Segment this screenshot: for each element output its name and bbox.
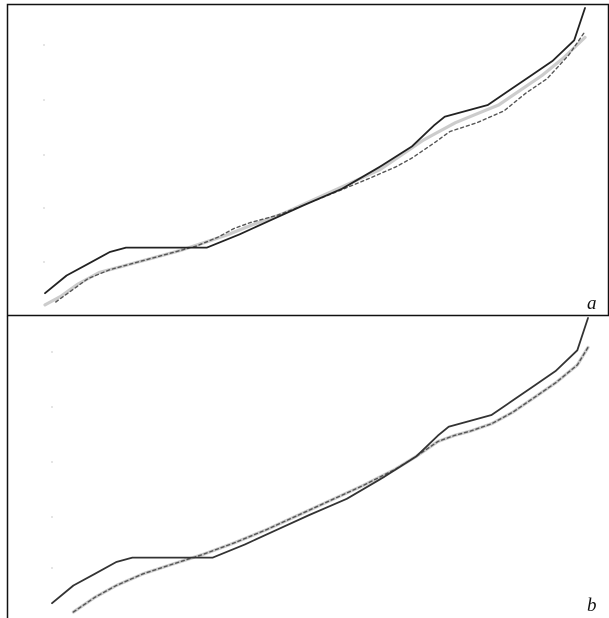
panel-a-plot <box>43 7 587 307</box>
panel-b-series-light-line <box>71 345 590 614</box>
panel-b-series-dotted-line <box>72 346 589 613</box>
panel-a-series-solid-line <box>44 7 586 295</box>
panel-b-series-solid-line <box>51 317 589 605</box>
panel-b-label: b <box>587 595 597 616</box>
panel-a-series-dotted-line <box>55 30 586 303</box>
panel-b-plot <box>51 317 590 614</box>
panel-a-faint-ticks <box>43 44 45 263</box>
panel-a-label: a <box>587 293 597 314</box>
panel-a-frame <box>6 3 609 317</box>
panel-b-faint-ticks <box>51 351 53 569</box>
